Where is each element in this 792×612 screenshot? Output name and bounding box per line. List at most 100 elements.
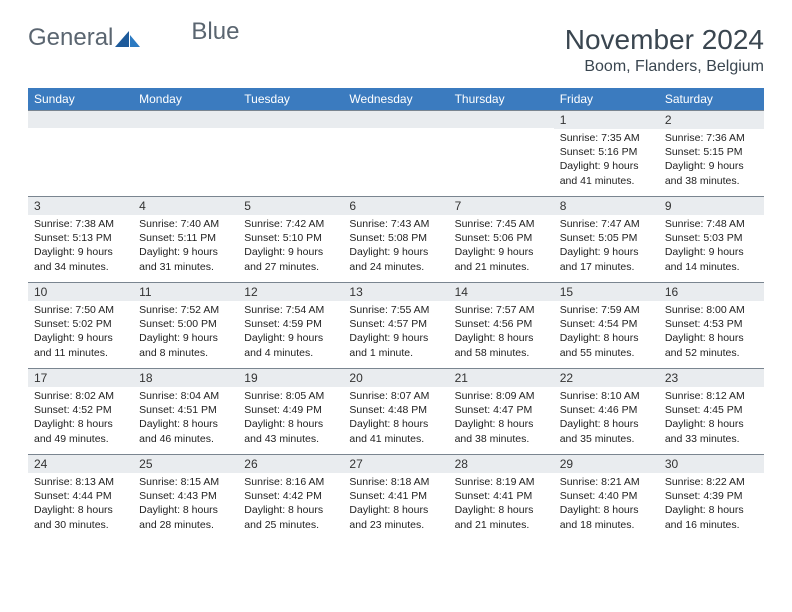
day-details: Sunrise: 7:57 AMSunset: 4:56 PMDaylight:… [449,301,554,364]
sunrise-text: Sunrise: 7:50 AM [34,303,127,317]
day-details: Sunrise: 8:09 AMSunset: 4:47 PMDaylight:… [449,387,554,450]
daylight-text: Daylight: 9 hours and 21 minutes. [455,245,548,273]
weekday-header: Tuesday [238,88,343,110]
day-number: 5 [238,196,343,215]
daylight-text: Daylight: 8 hours and 55 minutes. [560,331,653,359]
daylight-text: Daylight: 8 hours and 43 minutes. [244,417,337,445]
day-number: 28 [449,454,554,473]
sunset-text: Sunset: 5:08 PM [349,231,442,245]
sunset-text: Sunset: 4:51 PM [139,403,232,417]
calendar-cell: 27Sunrise: 8:18 AMSunset: 4:41 PMDayligh… [343,454,448,540]
calendar-cell [28,110,133,196]
day-number: 16 [659,282,764,301]
calendar-cell: 23Sunrise: 8:12 AMSunset: 4:45 PMDayligh… [659,368,764,454]
day-number: 20 [343,368,448,387]
sunrise-text: Sunrise: 8:02 AM [34,389,127,403]
day-number: 11 [133,282,238,301]
day-number: 3 [28,196,133,215]
sunset-text: Sunset: 4:53 PM [665,317,758,331]
calendar-cell: 17Sunrise: 8:02 AMSunset: 4:52 PMDayligh… [28,368,133,454]
day-details: Sunrise: 7:54 AMSunset: 4:59 PMDaylight:… [238,301,343,364]
daylight-text: Daylight: 8 hours and 46 minutes. [139,417,232,445]
calendar-cell: 21Sunrise: 8:09 AMSunset: 4:47 PMDayligh… [449,368,554,454]
day-details: Sunrise: 7:47 AMSunset: 5:05 PMDaylight:… [554,215,659,278]
daylight-text: Daylight: 8 hours and 18 minutes. [560,503,653,531]
daylight-text: Daylight: 8 hours and 35 minutes. [560,417,653,445]
daylight-text: Daylight: 9 hours and 27 minutes. [244,245,337,273]
day-number: 25 [133,454,238,473]
day-number: 19 [238,368,343,387]
day-number: 14 [449,282,554,301]
sunset-text: Sunset: 4:47 PM [455,403,548,417]
calendar-cell: 11Sunrise: 7:52 AMSunset: 5:00 PMDayligh… [133,282,238,368]
calendar-cell [133,110,238,196]
empty-day [238,110,343,128]
day-details: Sunrise: 7:42 AMSunset: 5:10 PMDaylight:… [238,215,343,278]
calendar-cell: 24Sunrise: 8:13 AMSunset: 4:44 PMDayligh… [28,454,133,540]
day-number: 1 [554,110,659,129]
day-number: 4 [133,196,238,215]
sunrise-text: Sunrise: 7:52 AM [139,303,232,317]
sunset-text: Sunset: 4:39 PM [665,489,758,503]
weekday-header: Monday [133,88,238,110]
brand-name-1: General [28,24,113,52]
sunrise-text: Sunrise: 8:04 AM [139,389,232,403]
day-number: 17 [28,368,133,387]
weekday-header: Saturday [659,88,764,110]
calendar-cell: 7Sunrise: 7:45 AMSunset: 5:06 PMDaylight… [449,196,554,282]
day-number: 29 [554,454,659,473]
location: Boom, Flanders, Belgium [565,58,764,76]
calendar-table: Sunday Monday Tuesday Wednesday Thursday… [28,88,764,540]
day-details: Sunrise: 7:50 AMSunset: 5:02 PMDaylight:… [28,301,133,364]
calendar-cell: 30Sunrise: 8:22 AMSunset: 4:39 PMDayligh… [659,454,764,540]
calendar-row: 24Sunrise: 8:13 AMSunset: 4:44 PMDayligh… [28,454,764,540]
brand-name-2: Blue [191,18,239,46]
calendar-cell: 29Sunrise: 8:21 AMSunset: 4:40 PMDayligh… [554,454,659,540]
sunrise-text: Sunrise: 7:38 AM [34,217,127,231]
sunset-text: Sunset: 4:52 PM [34,403,127,417]
day-details: Sunrise: 8:13 AMSunset: 4:44 PMDaylight:… [28,473,133,536]
calendar-cell: 8Sunrise: 7:47 AMSunset: 5:05 PMDaylight… [554,196,659,282]
day-details: Sunrise: 8:05 AMSunset: 4:49 PMDaylight:… [238,387,343,450]
sunrise-text: Sunrise: 7:45 AM [455,217,548,231]
sunset-text: Sunset: 4:43 PM [139,489,232,503]
calendar-cell: 26Sunrise: 8:16 AMSunset: 4:42 PMDayligh… [238,454,343,540]
calendar-cell: 18Sunrise: 8:04 AMSunset: 4:51 PMDayligh… [133,368,238,454]
calendar-cell: 10Sunrise: 7:50 AMSunset: 5:02 PMDayligh… [28,282,133,368]
day-number: 10 [28,282,133,301]
day-details: Sunrise: 7:45 AMSunset: 5:06 PMDaylight:… [449,215,554,278]
calendar-cell: 20Sunrise: 8:07 AMSunset: 4:48 PMDayligh… [343,368,448,454]
sunrise-text: Sunrise: 7:57 AM [455,303,548,317]
sunset-text: Sunset: 4:57 PM [349,317,442,331]
day-details: Sunrise: 8:16 AMSunset: 4:42 PMDaylight:… [238,473,343,536]
calendar-cell: 28Sunrise: 8:19 AMSunset: 4:41 PMDayligh… [449,454,554,540]
day-number: 9 [659,196,764,215]
calendar-row: 3Sunrise: 7:38 AMSunset: 5:13 PMDaylight… [28,196,764,282]
daylight-text: Daylight: 9 hours and 11 minutes. [34,331,127,359]
day-details: Sunrise: 8:15 AMSunset: 4:43 PMDaylight:… [133,473,238,536]
calendar-cell: 1Sunrise: 7:35 AMSunset: 5:16 PMDaylight… [554,110,659,196]
sunrise-text: Sunrise: 7:43 AM [349,217,442,231]
daylight-text: Daylight: 8 hours and 33 minutes. [665,417,758,445]
daylight-text: Daylight: 8 hours and 23 minutes. [349,503,442,531]
daylight-text: Daylight: 8 hours and 58 minutes. [455,331,548,359]
day-details: Sunrise: 7:36 AMSunset: 5:15 PMDaylight:… [659,129,764,192]
sunset-text: Sunset: 5:06 PM [455,231,548,245]
sunrise-text: Sunrise: 8:16 AM [244,475,337,489]
daylight-text: Daylight: 9 hours and 14 minutes. [665,245,758,273]
sunrise-text: Sunrise: 8:09 AM [455,389,548,403]
daylight-text: Daylight: 9 hours and 38 minutes. [665,159,758,187]
calendar-cell [449,110,554,196]
calendar-cell: 13Sunrise: 7:55 AMSunset: 4:57 PMDayligh… [343,282,448,368]
empty-day [449,110,554,128]
sunset-text: Sunset: 4:54 PM [560,317,653,331]
day-number: 23 [659,368,764,387]
sunrise-text: Sunrise: 8:13 AM [34,475,127,489]
daylight-text: Daylight: 8 hours and 30 minutes. [34,503,127,531]
daylight-text: Daylight: 8 hours and 38 minutes. [455,417,548,445]
daylight-text: Daylight: 9 hours and 1 minute. [349,331,442,359]
sunrise-text: Sunrise: 7:42 AM [244,217,337,231]
weekday-header: Thursday [449,88,554,110]
sunset-text: Sunset: 4:41 PM [455,489,548,503]
sunset-text: Sunset: 5:15 PM [665,145,758,159]
